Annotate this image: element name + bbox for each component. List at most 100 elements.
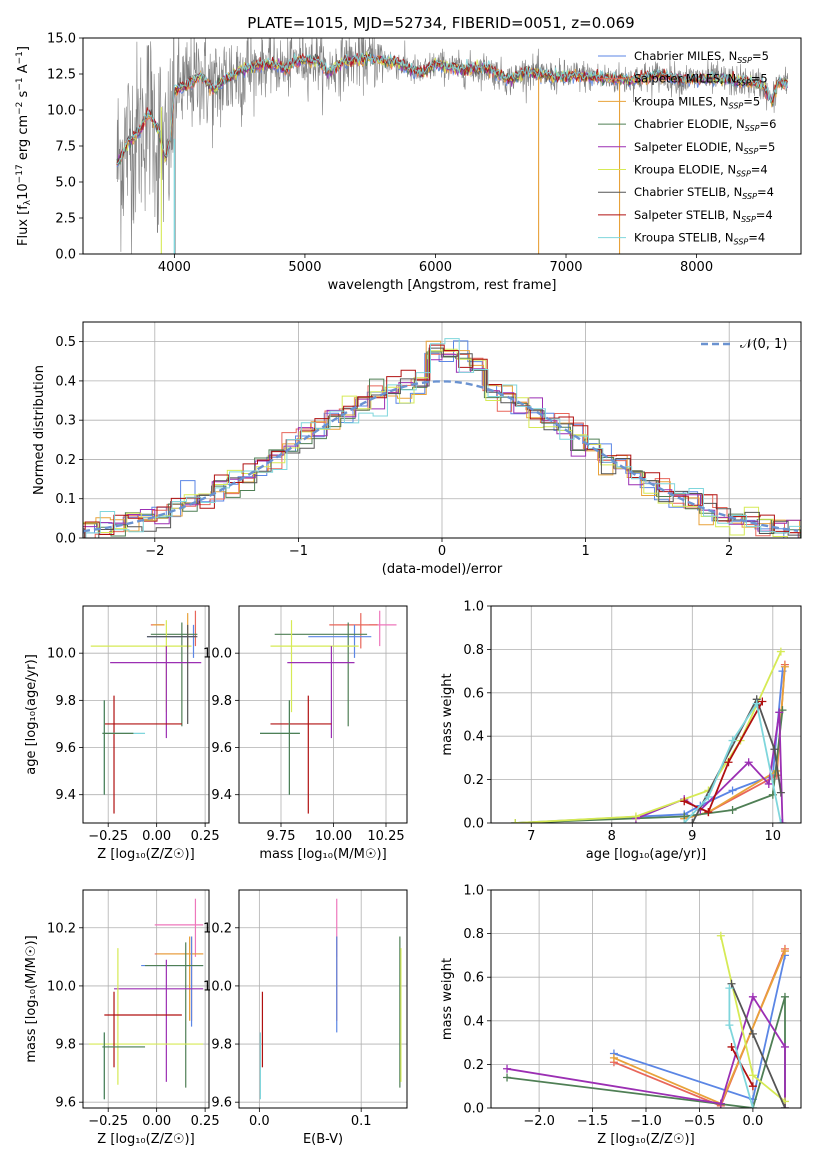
x-tick-label: 10.25 — [367, 829, 404, 844]
x-tick-label: 0.00 — [142, 1114, 171, 1129]
mass_weight_vs_Z-ylabel: mass weight — [440, 958, 455, 1040]
data-point — [145, 942, 204, 1088]
spectrum-xlabel: wavelength [Angstrom, rest frame] — [328, 278, 557, 293]
legend-sub: SSP — [734, 238, 749, 247]
x-tick-label: −2.0 — [523, 1114, 555, 1129]
y-tick-label: 9.6 — [211, 741, 232, 756]
weight-marker — [778, 819, 787, 823]
x-tick-label: 10.00 — [315, 829, 352, 844]
residuals-frame — [82, 321, 802, 539]
legend-n: =5 — [743, 94, 760, 108]
age_vs_Z-frame — [82, 605, 210, 824]
weight-marker — [727, 979, 736, 988]
weight-marker — [716, 1099, 725, 1108]
data-point — [102, 1032, 146, 1100]
y-tick-label: 5.0 — [55, 176, 76, 191]
y-tick-label: 9.6 — [211, 1096, 232, 1111]
y-tick-label: 0.0 — [463, 1102, 484, 1117]
mass_vs_EBV-plot-area — [239, 890, 407, 1108]
y-tick-label: 0.5 — [55, 335, 76, 350]
mass_vs_Z-xlabel: Z [log₁₀(Z/Z☉)] — [97, 1132, 194, 1147]
ylabel-part: −1 — [15, 51, 25, 64]
age_vs_mass-plot-area — [239, 606, 407, 823]
weight-marker — [776, 647, 785, 656]
residuals-axes: −2 −1 0 1 2 0.0 0.1 0.2 0.3 0.4 0.5 (data-model)/er… — [32, 335, 733, 577]
weight-marker — [748, 1029, 757, 1038]
y-tick-label: 10.0 — [203, 979, 232, 994]
weight-marker — [764, 779, 773, 788]
y-tick-label: 0.0 — [55, 248, 76, 263]
figure-title: PLATE=1015, MJD=52734, FIBERID=0051, z=0… — [247, 14, 634, 32]
x-tick-label: 8 — [608, 829, 616, 844]
y-tick-label: 0.2 — [463, 1058, 484, 1073]
y-tick-label: 0.8 — [463, 643, 484, 658]
observed-spectrum-line — [116, 38, 789, 254]
data-point — [88, 948, 204, 1085]
y-tick-label: 0.3 — [55, 414, 76, 429]
legend-text: Chabrier STELIB, N — [634, 185, 742, 199]
legend-entry: Chabrier MILES, NSSP=5 — [634, 49, 769, 65]
ylabel-part: s — [16, 90, 31, 101]
y-tick-label: 10.0 — [203, 647, 232, 662]
legend-entry: Kroupa ELODIE, NSSP=4 — [634, 163, 768, 179]
legend-sub: SSP — [744, 147, 759, 156]
data-point — [156, 936, 204, 1021]
y-tick-label: 9.8 — [211, 1038, 232, 1053]
legend-sub: SSP — [737, 56, 752, 65]
weight-marker — [758, 697, 767, 706]
weight-series-line — [683, 701, 764, 814]
mass_weight_vs_age-axes: 7 8 9 10 0.0 0.2 0.4 0.6 0.8 1.0 age [log₁₀(age/yr… — [440, 600, 781, 863]
x-tick-label: 7 — [527, 829, 535, 844]
mass_weight_vs_age-xlabel: age [log₁₀(age/yr)] — [586, 847, 707, 862]
data-point — [270, 695, 332, 814]
mass_vs_Z-ylabel: mass [log₁₀(M/M☉)] — [24, 935, 39, 1062]
residuals-xlabel: (data-model)/error — [382, 562, 503, 577]
x-tick-label: 0.25 — [191, 829, 220, 844]
legend-entry: Salpeter ELODIE, NSSP=5 — [634, 140, 775, 156]
spectrum-plot-area — [116, 38, 789, 254]
weight-series-line — [730, 1046, 754, 1087]
mass_vs_EBV-frame — [238, 889, 408, 1109]
legend-entry: Chabrier STELIB, NSSP=4 — [634, 185, 774, 201]
y-tick-label: 9.8 — [55, 1038, 76, 1053]
gaussian-legend-label: 𝒩(0, 1) — [740, 337, 787, 352]
x-tick-label: −0.5 — [684, 1114, 716, 1129]
weight-marker — [780, 1042, 789, 1051]
age_vs_Z-axes: −0.25 0.00 0.25 9.4 9.6 9.8 10.0 Z [log₁₀(Z/Z☉)… — [24, 647, 220, 862]
weight-marker — [748, 1082, 757, 1091]
weight-marker — [780, 1104, 789, 1108]
legend-text: Salpeter ELODIE, N — [634, 140, 744, 154]
weight-series-line — [635, 712, 784, 823]
mass_weight_vs_Z-xlabel: Z [log₁₀(Z/Z☉)] — [597, 1132, 694, 1147]
weight-marker — [680, 819, 689, 823]
legend-n: =5 — [752, 49, 769, 63]
y-tick-label: 9.8 — [211, 694, 232, 709]
legend-text: Salpeter MILES, N — [634, 72, 736, 86]
x-tick-label: 4000 — [158, 260, 191, 275]
x-tick-label: 5000 — [288, 260, 321, 275]
y-tick-label: 0.0 — [463, 817, 484, 832]
residuals-plot-area — [83, 322, 801, 538]
legend-entry: Salpeter STELIB, NSSP=4 — [634, 208, 773, 224]
x-tick-label: 0.1 — [351, 1114, 372, 1129]
legend-text: Kroupa ELODIE, N — [634, 163, 736, 177]
ylabel-part: −17 — [15, 164, 25, 183]
y-tick-label: 9.4 — [211, 788, 232, 803]
data-point — [154, 898, 204, 957]
legend-text: Chabrier MILES, N — [634, 49, 737, 63]
data-point — [141, 936, 204, 1027]
x-tick-label: 2 — [725, 544, 733, 559]
y-tick-label: 10.0 — [47, 104, 76, 119]
weight-marker — [511, 819, 520, 823]
legend-sub: SSP — [745, 124, 760, 133]
x-tick-label: −1 — [289, 544, 308, 559]
x-tick-label: 0.0 — [743, 1114, 764, 1129]
legend-n: =4 — [757, 185, 774, 199]
x-tick-label: −0.25 — [88, 829, 128, 844]
x-tick-label: 1 — [581, 544, 589, 559]
y-tick-label: 0.2 — [55, 453, 76, 468]
y-tick-label: 0.2 — [463, 773, 484, 788]
ylabel-part: λ — [23, 199, 33, 205]
x-tick-label: 0.00 — [142, 829, 171, 844]
y-tick-label: 10.2 — [203, 921, 232, 936]
